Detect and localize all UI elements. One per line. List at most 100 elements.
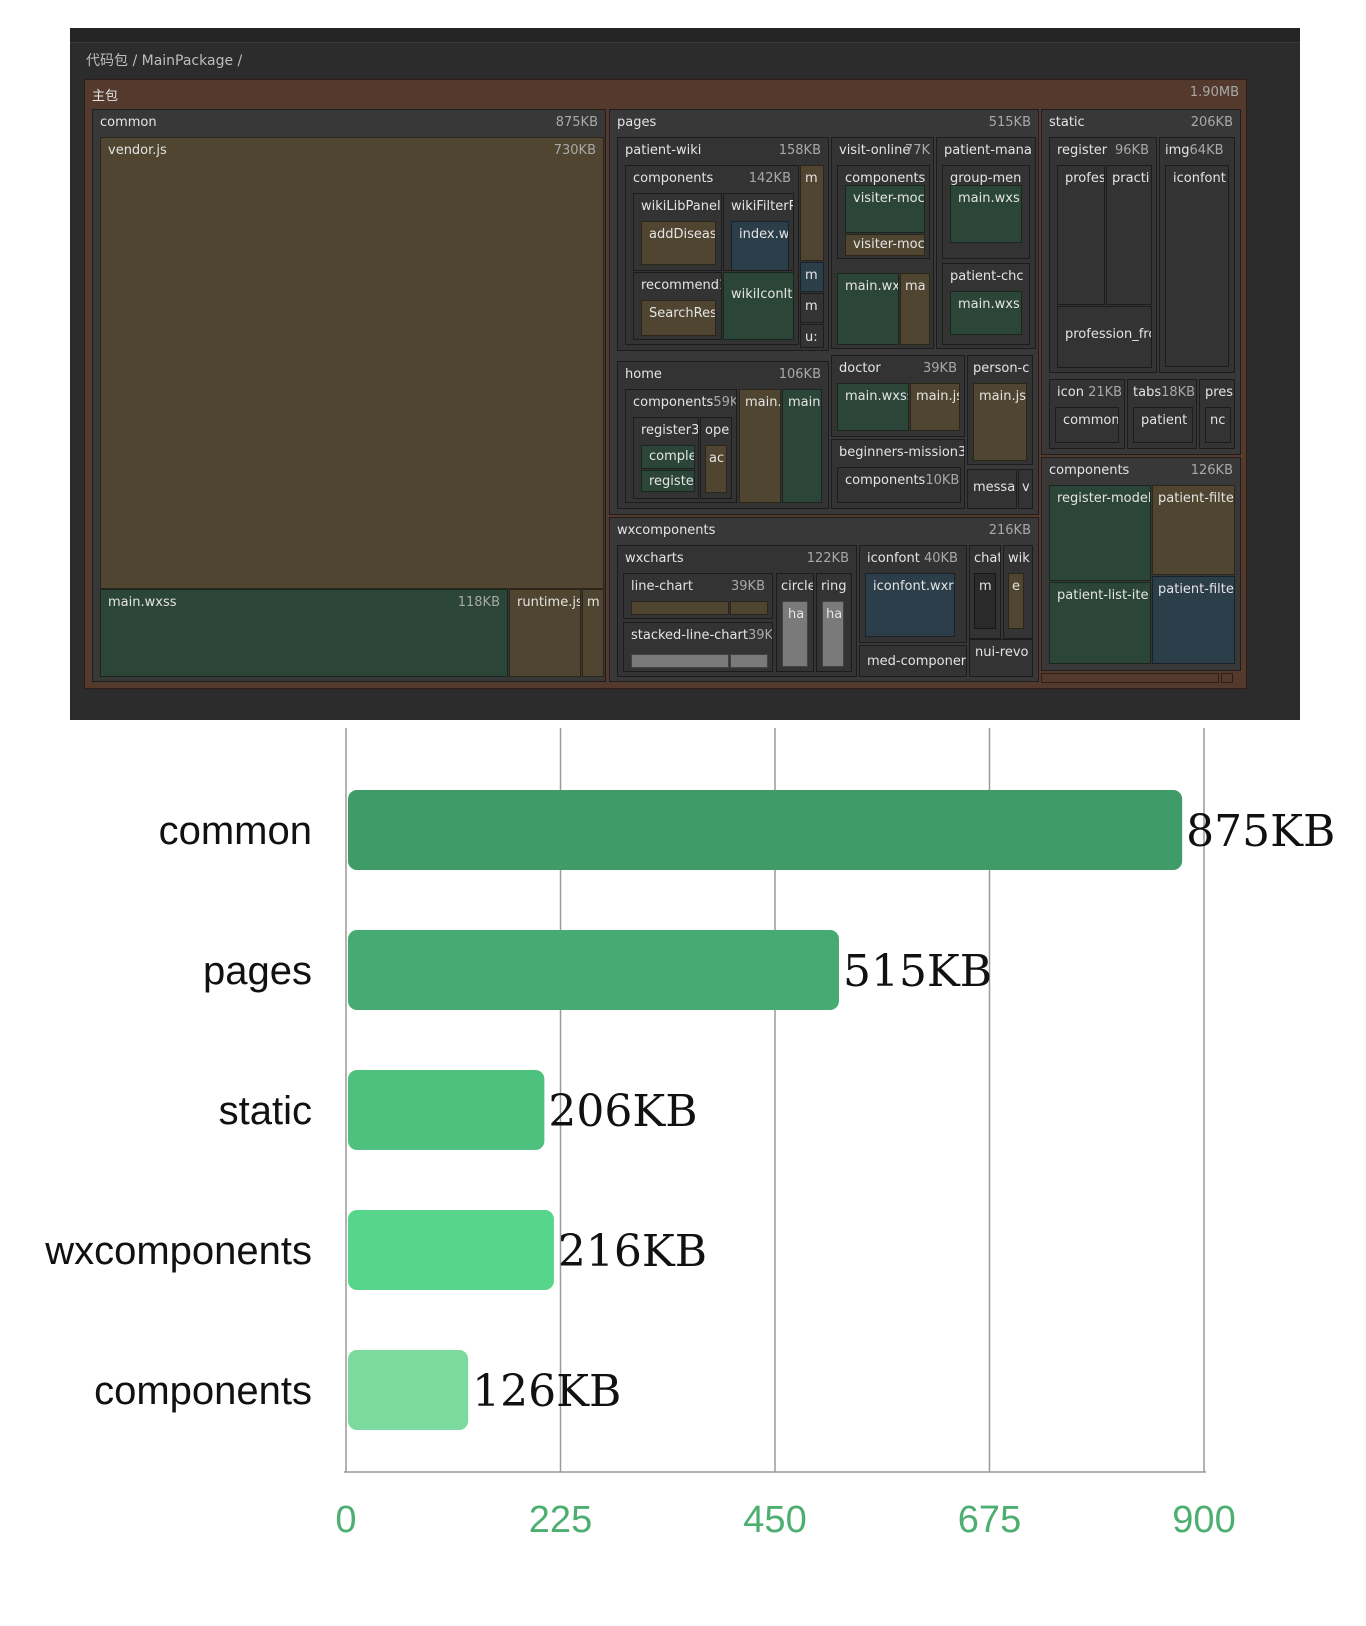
- node-visit-ma[interactable]: ma: [900, 273, 930, 345]
- node-visit-components[interactable]: components visiter-moc visiter-moc: [837, 165, 930, 259]
- node-patient-mana[interactable]: patient-mana group-men main.wxs patient-…: [936, 137, 1036, 349]
- node-circle[interactable]: circle ha: [776, 573, 814, 672]
- node-person-js[interactable]: main.js: [973, 383, 1027, 461]
- node-wxcharts[interactable]: wxcharts 122KB line-chart 39KB stacked-l…: [617, 545, 857, 677]
- node-label: iconfont.wxr: [873, 579, 954, 594]
- node-register3[interactable]: register3 comple registe: [633, 417, 699, 499]
- node-group[interactable]: group-men main.wxs: [942, 165, 1030, 259]
- node-addDisease[interactable]: addDiseas: [641, 221, 716, 265]
- node-common-m[interactable]: m: [582, 589, 604, 677]
- node-practi[interactable]: practi: [1106, 165, 1152, 305]
- node-icon[interactable]: icon 21KB common: [1049, 379, 1125, 449]
- node-home-components[interactable]: components59K register3 comple registe o…: [625, 389, 737, 503]
- node-pages[interactable]: pages 515KB patient-wiki 158KB component…: [609, 109, 1039, 515]
- node-profession[interactable]: profession_frc: [1057, 306, 1152, 368]
- node-line-chart-child-2[interactable]: [730, 601, 768, 615]
- node-messa[interactable]: messa: [967, 469, 1017, 509]
- node-pres[interactable]: pres nc: [1199, 379, 1235, 449]
- node-patient-chc[interactable]: patient-chc main.wxs: [942, 263, 1030, 345]
- node-label: line-chart: [631, 579, 693, 594]
- node-doctor-js[interactable]: main.js: [910, 383, 960, 431]
- node-wiki-m3[interactable]: m: [800, 293, 824, 323]
- node-home[interactable]: home 106KB components59K register3 compl…: [617, 361, 829, 509]
- node-nui-revo[interactable]: nui-revo: [969, 639, 1033, 677]
- node-wiki-m[interactable]: m: [800, 165, 824, 261]
- node-comple[interactable]: comple: [641, 445, 695, 469]
- node-size: 77K: [904, 143, 930, 158]
- node-img[interactable]: img64KB iconfont: [1159, 137, 1235, 373]
- treemap-root[interactable]: 主包 1.90MB common 875KB vendor.js 730KB m…: [84, 79, 1247, 689]
- node-common-main-wxss[interactable]: main.wxss 118KB: [100, 589, 508, 677]
- node-register-model[interactable]: register-model: [1049, 485, 1151, 581]
- node-label: main.wxs: [958, 297, 1020, 312]
- x-tick-label-3: 675: [958, 1499, 1021, 1541]
- node-wikiLibPanel[interactable]: wikiLibPanel addDiseas: [633, 193, 722, 271]
- node-label: profession_frc: [1065, 327, 1152, 342]
- node-tabs-patient[interactable]: patient: [1133, 407, 1193, 443]
- node-wikiFilter[interactable]: wikiFilterP index.w:: [723, 193, 794, 271]
- node-circle-ha[interactable]: ha: [782, 601, 808, 667]
- node-chat-m[interactable]: m: [974, 573, 996, 629]
- node-wiki-us[interactable]: u:: [800, 324, 824, 348]
- node-messa-v[interactable]: v: [1018, 469, 1033, 509]
- node-pchc-main[interactable]: main.wxs: [950, 291, 1022, 335]
- node-group-main[interactable]: main.wxs: [950, 185, 1022, 243]
- node-img-iconfont[interactable]: iconfont: [1165, 165, 1229, 367]
- node-patient-list-item[interactable]: patient-list-ite: [1049, 582, 1151, 664]
- node-person[interactable]: person-c main.js: [967, 355, 1033, 465]
- node-patient-filter-1[interactable]: patient-filte: [1152, 485, 1235, 575]
- node-static-remainder-2[interactable]: [1221, 673, 1233, 683]
- node-wiki-components[interactable]: components 142KB wikiLibPanel addDiseas …: [625, 165, 799, 345]
- node-wiki-m2[interactable]: m: [800, 262, 824, 292]
- node-line-chart-child[interactable]: [631, 601, 729, 615]
- node-label: registe: [649, 474, 694, 489]
- node-size: 118KB: [457, 595, 500, 610]
- node-ac[interactable]: ac: [705, 445, 727, 493]
- node-iconfont[interactable]: iconfont 40KB iconfont.wxr: [859, 545, 967, 643]
- node-searchRes[interactable]: SearchRes: [641, 300, 716, 336]
- node-visit-online[interactable]: visit-online 77K components visiter-moc …: [831, 137, 934, 349]
- node-stacked-child[interactable]: [631, 654, 729, 668]
- node-profes[interactable]: profes: [1057, 165, 1105, 305]
- node-med-component[interactable]: med-componer: [859, 645, 967, 677]
- node-label: comple: [649, 449, 695, 464]
- node-recommend[interactable]: recommend1 SearchRes: [633, 272, 722, 340]
- node-wxcomponents[interactable]: wxcomponents 216KB wxcharts 122KB line-c…: [609, 517, 1039, 682]
- node-home-main1[interactable]: main.: [739, 389, 781, 503]
- node-wik[interactable]: wik e: [1003, 545, 1033, 639]
- node-registe[interactable]: registe: [641, 470, 695, 492]
- node-visiter-1[interactable]: visiter-moc: [845, 185, 925, 233]
- node-wik-e[interactable]: e: [1008, 573, 1024, 629]
- node-tabs[interactable]: tabs18KB patient: [1127, 379, 1197, 449]
- node-line-chart[interactable]: line-chart 39KB: [623, 573, 773, 619]
- node-size: 875KB: [555, 115, 598, 130]
- node-patient-wiki[interactable]: patient-wiki 158KB components 142KB wiki…: [617, 137, 829, 351]
- node-ope[interactable]: ope ac: [700, 417, 732, 499]
- breadcrumb[interactable]: 代码包 / MainPackage /: [86, 53, 243, 69]
- node-visit-mainwx[interactable]: main.wx:: [837, 273, 899, 345]
- node-runtime-js[interactable]: runtime.js: [509, 589, 581, 677]
- node-ring-ha[interactable]: ha: [822, 601, 844, 667]
- node-doctor-wxss[interactable]: main.wxss: [837, 383, 909, 431]
- node-chat[interactable]: chat m: [969, 545, 1001, 639]
- node-register[interactable]: register 96KB profes practi profession_f…: [1049, 137, 1157, 373]
- node-wikiIcon[interactable]: wikiIconIte: [723, 272, 794, 340]
- node-doctor[interactable]: doctor 39KB main.wxss main.js: [831, 355, 965, 437]
- node-stacked-line-chart[interactable]: stacked-line-chart39K: [623, 622, 773, 672]
- node-beginners-components[interactable]: components10KB: [837, 467, 961, 503]
- node-stacked-child-2[interactable]: [730, 654, 768, 668]
- node-home-main2[interactable]: main: [782, 389, 822, 503]
- node-beginners[interactable]: beginners-mission3 components10KB: [831, 439, 965, 509]
- node-common[interactable]: common 875KB vendor.js 730KB main.wxss 1…: [92, 109, 606, 682]
- node-wiki-index[interactable]: index.w:: [731, 221, 789, 270]
- node-patient-filter-2[interactable]: patient-filte: [1152, 576, 1235, 664]
- node-icon-common[interactable]: common: [1055, 407, 1119, 443]
- node-components[interactable]: components 126KB register-model patient-…: [1041, 457, 1241, 671]
- node-iconfont-wxss[interactable]: iconfont.wxr: [865, 573, 955, 637]
- node-static[interactable]: static 206KB register 96KB profes practi…: [1041, 109, 1241, 455]
- node-ring[interactable]: ring ha: [816, 573, 852, 672]
- node-pres-nc[interactable]: nc: [1205, 407, 1231, 443]
- node-static-remainder[interactable]: [1041, 673, 1219, 683]
- node-visiter-2[interactable]: visiter-moc: [845, 234, 925, 256]
- node-vendor-js[interactable]: vendor.js 730KB: [100, 137, 604, 589]
